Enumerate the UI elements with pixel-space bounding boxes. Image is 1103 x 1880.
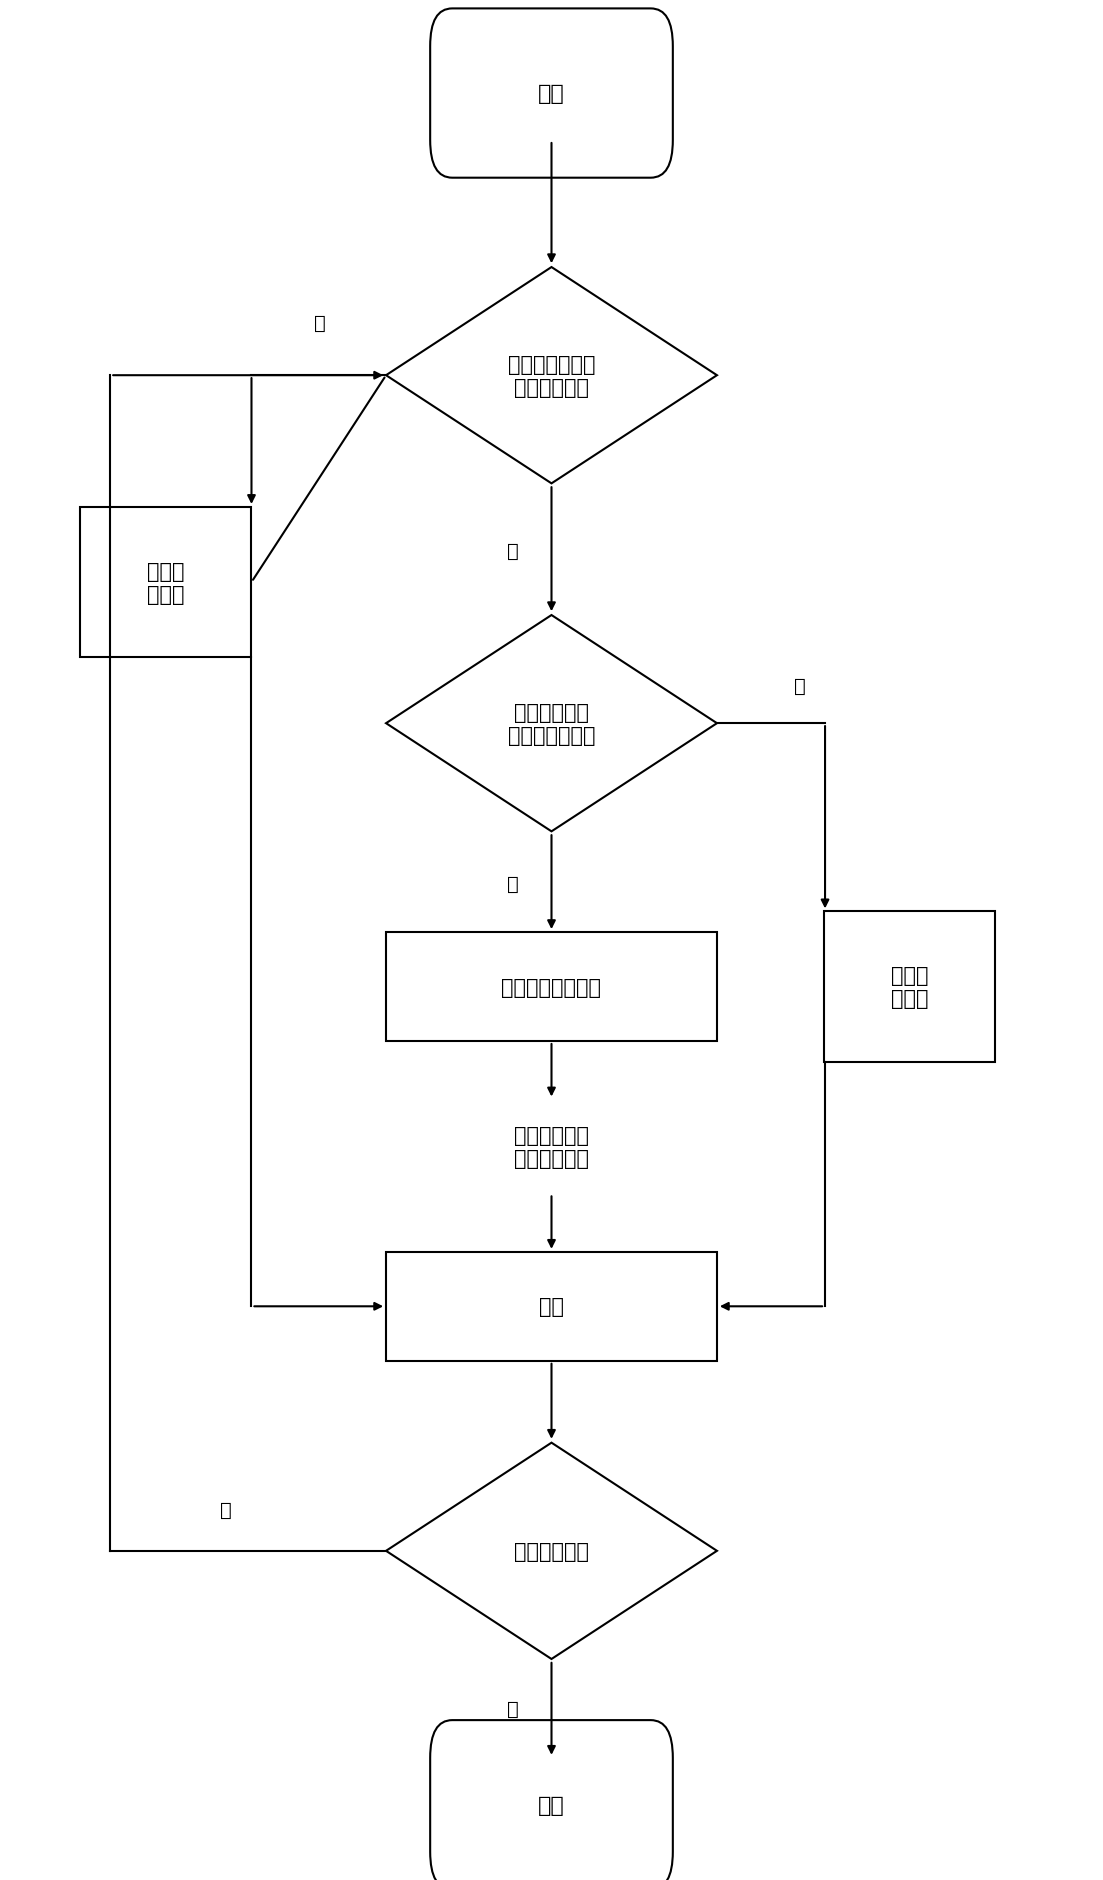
Text: 结束: 结束: [538, 1795, 565, 1814]
Bar: [79, 508, 250, 658]
Text: 否: 否: [219, 1500, 232, 1519]
Polygon shape: [386, 1444, 717, 1660]
Text: 朝目标
点航行: 朝目标 点航行: [891, 966, 929, 1008]
Text: 是否到达终点: 是否到达终点: [514, 1542, 589, 1560]
Bar: [824, 912, 995, 1062]
Text: 智能优化算法
局部避碰规划: 智能优化算法 局部避碰规划: [514, 1126, 589, 1167]
Text: 朝目标
点航行: 朝目标 点航行: [147, 562, 184, 603]
Polygon shape: [386, 617, 717, 833]
Text: 开始: 开始: [538, 85, 565, 103]
Text: 否: 否: [314, 314, 325, 333]
Text: 传感器是否探测
到未知障碍物: 传感器是否探测 到未知障碍物: [507, 355, 596, 397]
Text: 是: 是: [507, 1700, 518, 1718]
Bar: [386, 1252, 717, 1361]
Text: 是: 是: [507, 541, 518, 560]
Text: 更新局部环境信息: 更新局部环境信息: [502, 978, 601, 996]
Polygon shape: [386, 267, 717, 483]
Text: 否: 否: [794, 677, 806, 696]
Bar: [386, 932, 717, 1042]
FancyBboxPatch shape: [430, 1720, 673, 1880]
Text: 执行: 执行: [539, 1297, 564, 1316]
Text: 是: 是: [507, 874, 518, 893]
FancyBboxPatch shape: [430, 9, 673, 179]
Text: 按原路径航行
是否会发生碰撞: 按原路径航行 是否会发生碰撞: [507, 703, 596, 744]
